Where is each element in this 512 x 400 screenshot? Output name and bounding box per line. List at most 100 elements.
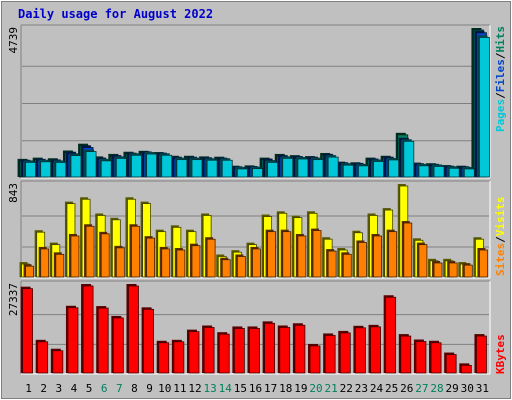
bar-pages-day-7 — [115, 157, 127, 178]
y-axis-max-label: 4739 — [7, 27, 20, 54]
x-tick-label-day-12: 12 — [188, 382, 201, 395]
bar-pages-day-4 — [70, 155, 82, 178]
x-tick-label-day-18: 18 — [279, 382, 292, 395]
bar-pages-day-28 — [433, 166, 445, 178]
x-tick-label-day-27: 27 — [415, 382, 428, 395]
bar-pages-day-2 — [40, 161, 52, 178]
bar-kbytes-day-25 — [385, 296, 397, 374]
chart-title: Daily usage for August 2022 — [18, 7, 213, 21]
x-tick-label-day-19: 19 — [294, 382, 307, 395]
bar-sites-day-24 — [373, 235, 382, 278]
bar-kbytes-day-16 — [249, 328, 260, 374]
bar-pages-day-21 — [327, 156, 339, 178]
x-tick-label-day-14: 14 — [219, 382, 233, 395]
x-tick-label-day-26: 26 — [400, 382, 413, 395]
bar-kbytes-day-6 — [97, 307, 109, 374]
bar-pages-day-17 — [267, 162, 279, 178]
bar-pages-day-26 — [403, 140, 415, 178]
bar-pages-day-19 — [297, 158, 309, 178]
bar-sites-day-15 — [236, 256, 246, 278]
bar-kbytes-day-17 — [264, 322, 276, 374]
bar-sites-day-28 — [433, 262, 443, 278]
bar-sites-day-5 — [85, 225, 95, 278]
y-axis-max-label: 843 — [7, 183, 20, 203]
bar-kbytes-day-30 — [460, 364, 472, 374]
bar-pages-day-16 — [252, 168, 263, 178]
bar-sites-day-29 — [448, 262, 458, 278]
bar-pages-day-12 — [191, 159, 203, 178]
bar-kbytes-day-20 — [309, 345, 321, 374]
x-tick-label-day-17: 17 — [264, 382, 277, 395]
bar-kbytes-day-2 — [37, 341, 49, 374]
x-tick-label-day-15: 15 — [234, 382, 247, 395]
x-tick-label-day-10: 10 — [158, 382, 171, 395]
legend-sites: Sites — [494, 243, 507, 276]
bar-sites-day-18 — [282, 231, 292, 278]
bar-pages-day-13 — [206, 159, 218, 178]
legend-pages-files-hits: Pages/Files/Hits — [494, 26, 507, 132]
bar-kbytes-day-14 — [218, 333, 230, 374]
bar-sites-day-31 — [479, 249, 488, 278]
bar-sites-day-25 — [388, 231, 398, 278]
bar-sites-day-20 — [312, 230, 322, 278]
bar-sites-day-10 — [161, 248, 171, 278]
x-tick-label-day-13: 13 — [203, 382, 216, 395]
bar-kbytes-day-22 — [339, 332, 351, 374]
bar-pages-day-23 — [358, 165, 369, 178]
bar-kbytes-day-19 — [294, 324, 306, 374]
bar-pages-day-27 — [418, 165, 430, 178]
bar-sites-day-19 — [297, 235, 307, 278]
x-tick-label-day-4: 4 — [71, 382, 78, 395]
bar-kbytes-day-9 — [143, 308, 154, 374]
bar-pages-day-10 — [161, 154, 173, 178]
x-tick-label-day-22: 22 — [340, 382, 353, 395]
bar-pages-day-29 — [448, 167, 460, 178]
y-axis-max-label: 27337 — [7, 283, 20, 316]
bar-pages-day-11 — [176, 159, 188, 178]
bar-sites-day-1 — [25, 265, 34, 278]
x-tick-label-day-3: 3 — [56, 382, 63, 395]
bar-pages-day-31 — [479, 37, 490, 178]
bar-pages-day-3 — [55, 162, 67, 178]
legend-separator: / — [494, 92, 507, 99]
x-tick-label-day-1: 1 — [25, 382, 32, 395]
bar-pages-day-8 — [131, 154, 142, 178]
x-tick-label-day-29: 29 — [446, 382, 459, 395]
bar-pages-day-24 — [373, 161, 384, 178]
bar-pages-day-25 — [388, 159, 400, 178]
x-tick-label-day-11: 11 — [173, 382, 186, 395]
bar-kbytes-day-26 — [400, 335, 412, 374]
bar-kbytes-day-13 — [203, 327, 215, 374]
bar-pages-day-18 — [282, 157, 294, 178]
bar-sites-day-7 — [115, 247, 125, 278]
bar-kbytes-day-1 — [22, 288, 33, 374]
x-tick-label-day-24: 24 — [370, 382, 384, 395]
bar-kbytes-day-11 — [173, 341, 185, 374]
bar-pages-day-14 — [221, 159, 233, 178]
bar-kbytes-day-24 — [370, 326, 381, 374]
bar-sites-day-30 — [463, 264, 473, 278]
bar-kbytes-day-5 — [82, 285, 94, 374]
legend-separator: / — [494, 236, 507, 243]
bar-sites-day-26 — [403, 222, 413, 278]
legend-files: Files — [494, 59, 507, 92]
x-tick-label-day-23: 23 — [355, 382, 368, 395]
bar-kbytes-day-8 — [128, 285, 139, 374]
bar-sites-day-2 — [40, 248, 50, 278]
x-tick-label-day-28: 28 — [430, 382, 443, 395]
x-tick-label-day-5: 5 — [86, 382, 93, 395]
bar-sites-day-14 — [221, 259, 231, 278]
bar-kbytes-day-27 — [415, 341, 427, 374]
visits-sites-panel: 843 — [7, 180, 491, 279]
bar-pages-day-1 — [25, 162, 36, 178]
x-tick-label-day-31: 31 — [476, 382, 489, 395]
bar-sites-day-13 — [206, 238, 216, 278]
bar-pages-day-20 — [312, 159, 324, 178]
bar-pages-day-22 — [342, 164, 354, 178]
bar-kbytes-day-31 — [476, 335, 487, 374]
bar-sites-day-21 — [327, 250, 337, 278]
bar-kbytes-day-21 — [324, 335, 336, 374]
x-tick-label-day-25: 25 — [385, 382, 398, 395]
